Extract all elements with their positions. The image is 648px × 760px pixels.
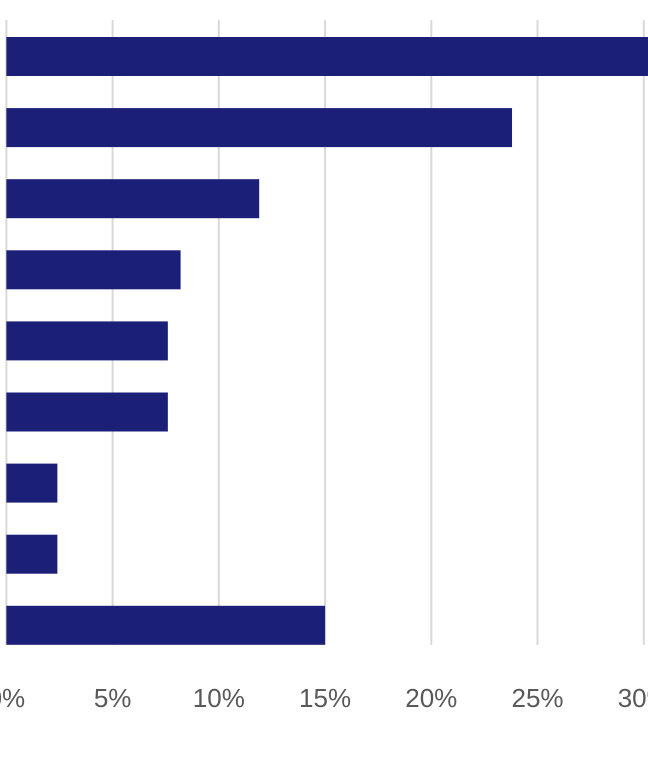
bar-4 (6, 250, 181, 290)
bars (6, 37, 648, 645)
bar-8 (6, 534, 58, 574)
bar-1 (6, 37, 648, 76)
x-tick-label-1: 5% (94, 683, 132, 713)
bar-6 (6, 392, 168, 432)
x-tick-label-4: 20% (405, 683, 457, 713)
bar-7 (6, 463, 58, 503)
x-tick-label-0: 0% (0, 683, 25, 713)
bar-5 (6, 321, 168, 361)
x-tick-label-2: 10% (193, 683, 245, 713)
x-tick-label-6: 30% (618, 683, 648, 713)
bar-9 (6, 605, 326, 645)
x-axis-tick-labels: 0% 5% 10% 15% 20% 25% 30% (0, 683, 648, 713)
x-tick-label-5: 25% (511, 683, 563, 713)
bar-2 (6, 108, 513, 148)
bar-3 (6, 179, 260, 219)
x-tick-label-3: 15% (299, 683, 351, 713)
